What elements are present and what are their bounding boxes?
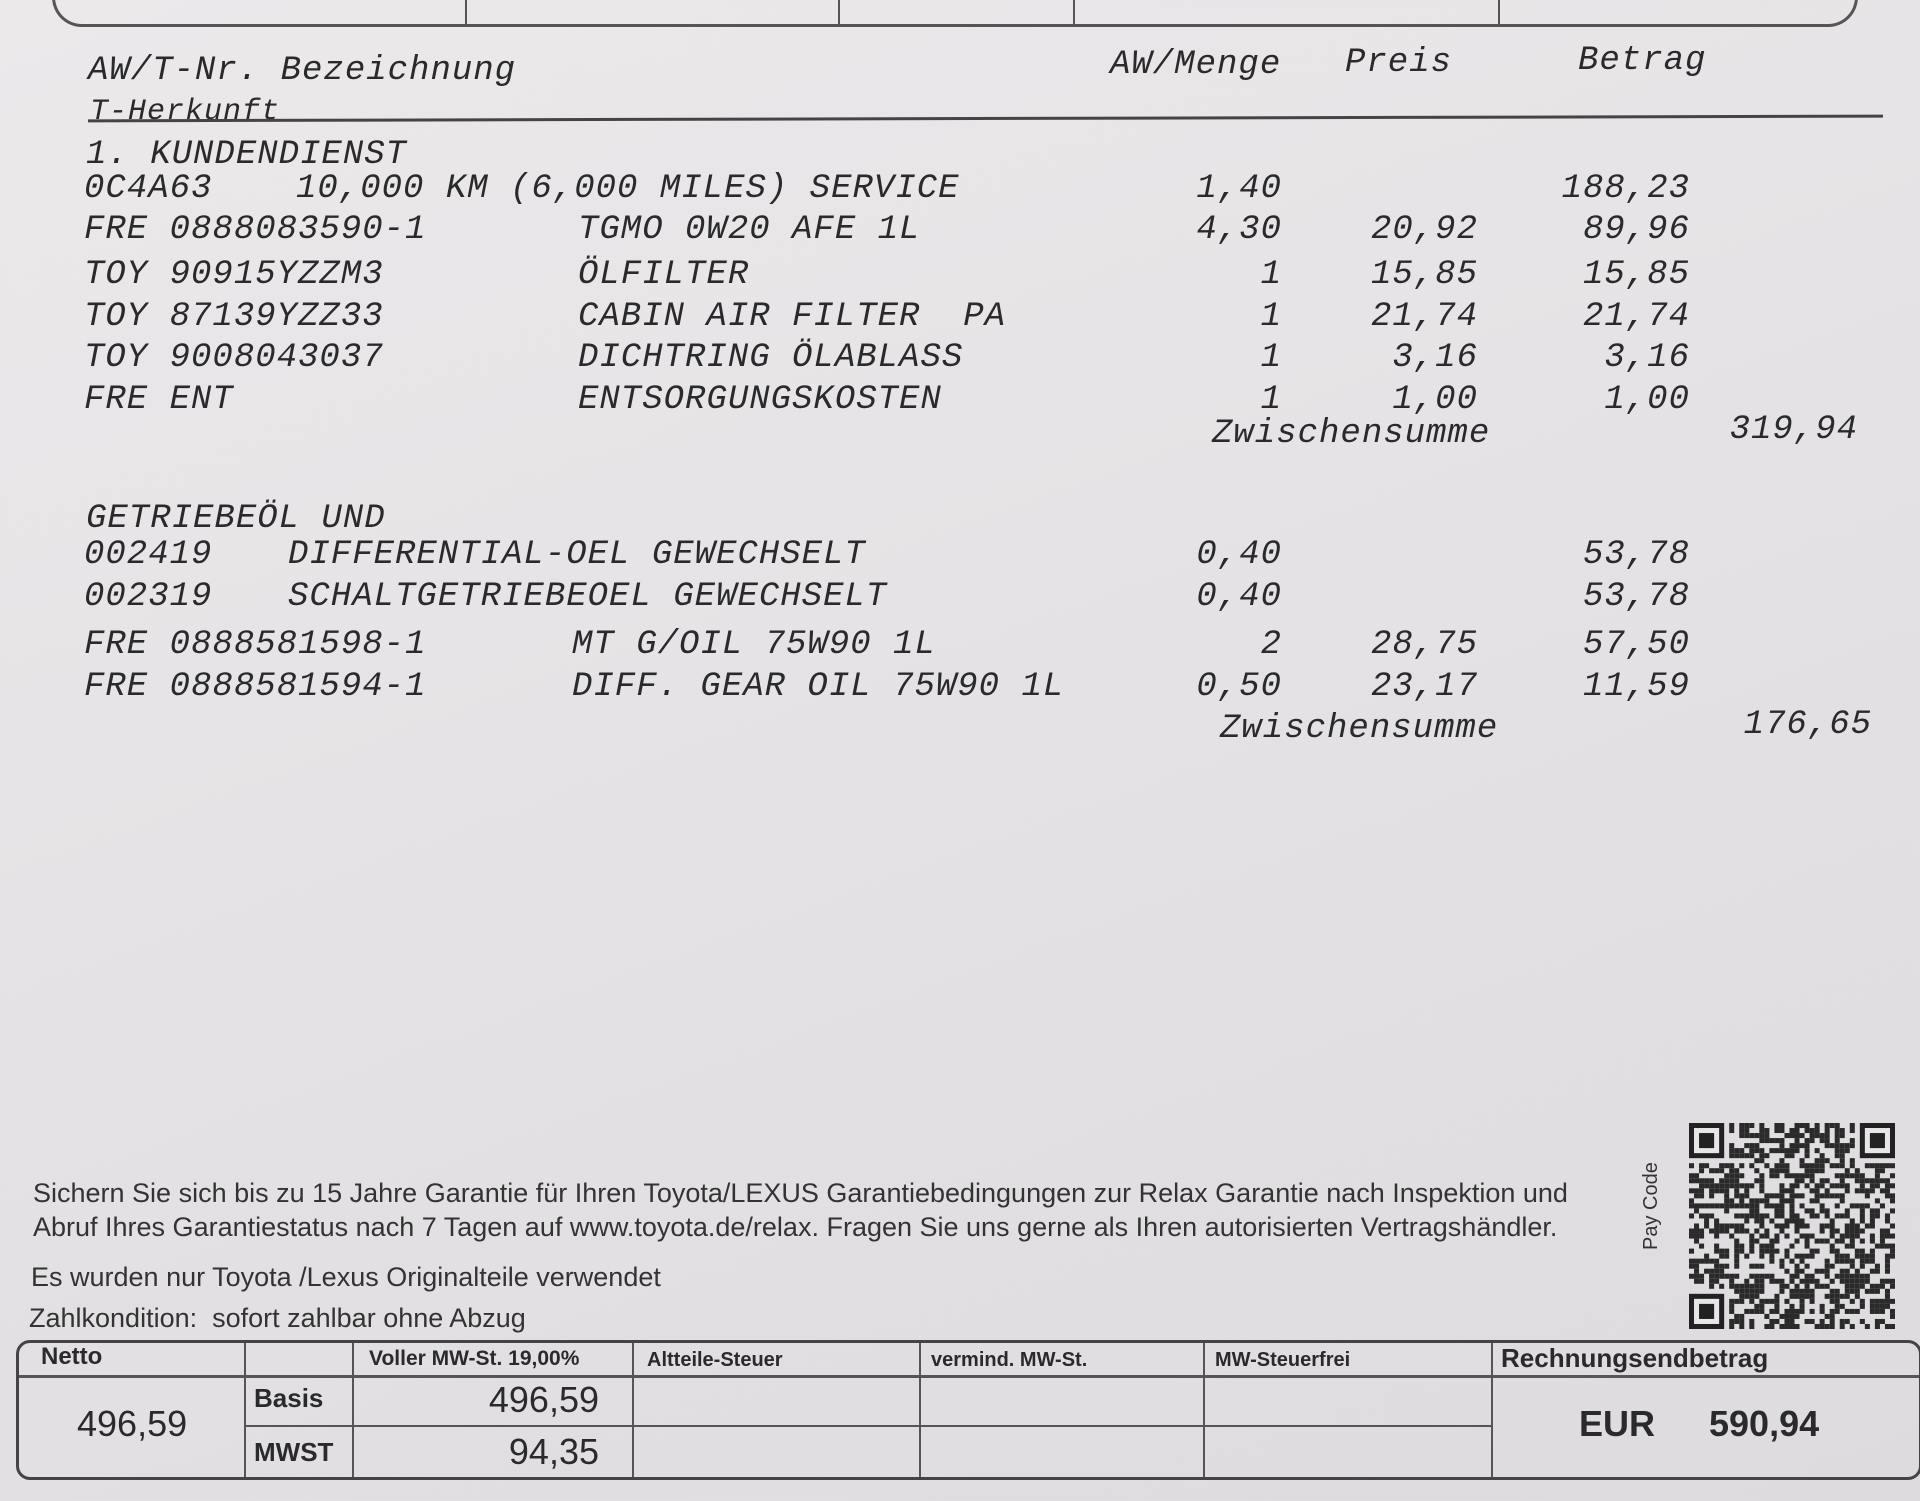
col-header-origin: T-Herkunft [90,95,281,129]
line-item-amount: 57,50 [1582,626,1690,664]
steuerfrei-label: MW-Steuerfrei [1215,1349,1351,1371]
subtotal-value: 176,65 [1743,706,1872,744]
line-item-code: 002319 [84,578,213,616]
header-rule [87,114,1884,123]
line-item-qty: 1 [1260,256,1282,294]
subtotal-label: Zwischensumme [1220,710,1499,748]
line-item-price: 20,92 [1370,211,1478,249]
col-header-amount: Betrag [1578,42,1707,80]
qr-code-image [1689,1123,1895,1329]
mwst-value: 94,35 [508,1431,599,1472]
line-item-qty: 1 [1260,339,1282,377]
line-item-description: DIFFERENTIAL-OEL GEWECHSELT [288,536,866,574]
netto-label: Netto [41,1343,103,1370]
pay-code-label: Pay Code [1640,1162,1662,1250]
subtotal-value: 319,94 [1729,411,1858,449]
line-item-amount: 89,96 [1582,211,1690,249]
line-item-qty: 0,40 [1196,578,1282,616]
line-item-amount: 15,85 [1582,256,1690,294]
line-item-price: 15,85 [1370,256,1478,294]
mwst-label: MWST [254,1437,334,1467]
line-item-description: ÖLFILTER [578,256,750,294]
line-item-amount: 188,23 [1561,170,1690,208]
line-item-description: ENTSORGUNGSKOSTEN [578,381,942,419]
line-item-qty: 1 [1260,381,1282,419]
col-header-code: AW/T-Nr. Bezeichnung [88,52,517,90]
line-item-price: 23,17 [1370,668,1478,706]
line-item-qty: 0,40 [1196,536,1282,574]
basis-label: Basis [254,1383,324,1413]
line-item-code: TOY 90915YZZM3 [84,256,384,294]
section-title: GETRIEBEÖL UND [86,500,386,538]
vermind-label: vermind. MW-St. [931,1349,1088,1371]
line-item-description: MT G/OIL 75W90 1L [572,626,936,664]
line-item-qty: 1 [1260,298,1282,336]
line-item-price: 3,16 [1392,339,1478,377]
parts-note: Es wurden nur Toyota /Lexus Originalteil… [31,1262,661,1292]
end-amount-label: Rechnungsendbetrag [1501,1343,1769,1373]
line-item-code: TOY 9008043037 [84,339,384,377]
vat-label: Voller MW-St. 19,00% [369,1347,580,1370]
line-item-description: DICHTRING ÖLABLASS [578,339,964,377]
line-item-code: 002419 [84,536,213,574]
line-item-code: FRE 0888581594-1 [84,668,427,706]
line-item-qty: 1,40 [1196,170,1282,208]
line-item-description: TGMO 0W20 AFE 1L [578,211,921,249]
line-item-price: 28,75 [1370,626,1478,664]
line-item-amount: 3,16 [1604,339,1690,377]
line-item-description: CABIN AIR FILTER PA [578,298,1007,336]
line-item-price: 1,00 [1392,381,1478,419]
line-item-qty: 0,50 [1196,668,1282,706]
line-item-code: FRE 0888083590-1 [84,211,427,249]
netto-value: 496,59 [77,1403,188,1444]
line-item-price: 21,74 [1370,298,1478,336]
line-item-code: TOY 87139YZZ33 [84,298,384,336]
basis-value: 496,59 [488,1379,599,1420]
header-info-box [52,0,1858,27]
line-item-qty: 2 [1260,626,1282,664]
altteile-label: Altteile-Steuer [647,1349,783,1371]
col-header-price: Preis [1345,44,1453,82]
guarantee-text-1: Sichern Sie sich bis zu 15 Jahre Garanti… [33,1178,1568,1208]
line-item-description: SCHALTGETRIEBEOEL GEWECHSELT [288,578,888,616]
line-item-amount: 53,78 [1582,578,1690,616]
line-item-amount: 1,00 [1604,381,1690,419]
guarantee-text-2: Abruf Ihres Garantiestatus nach 7 Tagen … [33,1212,1558,1242]
line-item-amount: 21,74 [1582,298,1690,336]
line-item-code: FRE ENT [84,381,234,419]
col-header-qty: AW/Menge [1110,46,1282,84]
totals-table: Netto 496,59 Voller MW-St. 19,00% Basis … [16,1340,1920,1480]
line-item-code: 0C4A63 [84,170,213,208]
section-title: 1. KUNDENDIENST [86,136,408,174]
subtotal-label: Zwischensumme [1212,415,1491,453]
line-item-description: 10,000 KM (6,000 MILES) SERVICE [296,170,960,208]
line-item-code: FRE 0888581598-1 [84,626,427,664]
end-amount: 590,94 [1709,1403,1820,1444]
line-item-qty: 4,30 [1196,211,1282,249]
line-item-amount: 53,78 [1582,536,1690,574]
line-item-description: DIFF. GEAR OIL 75W90 1L [572,668,1065,706]
currency: EUR [1579,1403,1656,1444]
line-item-amount: 11,59 [1582,668,1690,706]
payment-terms: Zahlkondition: sofort zahlbar ohne Abzug [29,1303,526,1333]
